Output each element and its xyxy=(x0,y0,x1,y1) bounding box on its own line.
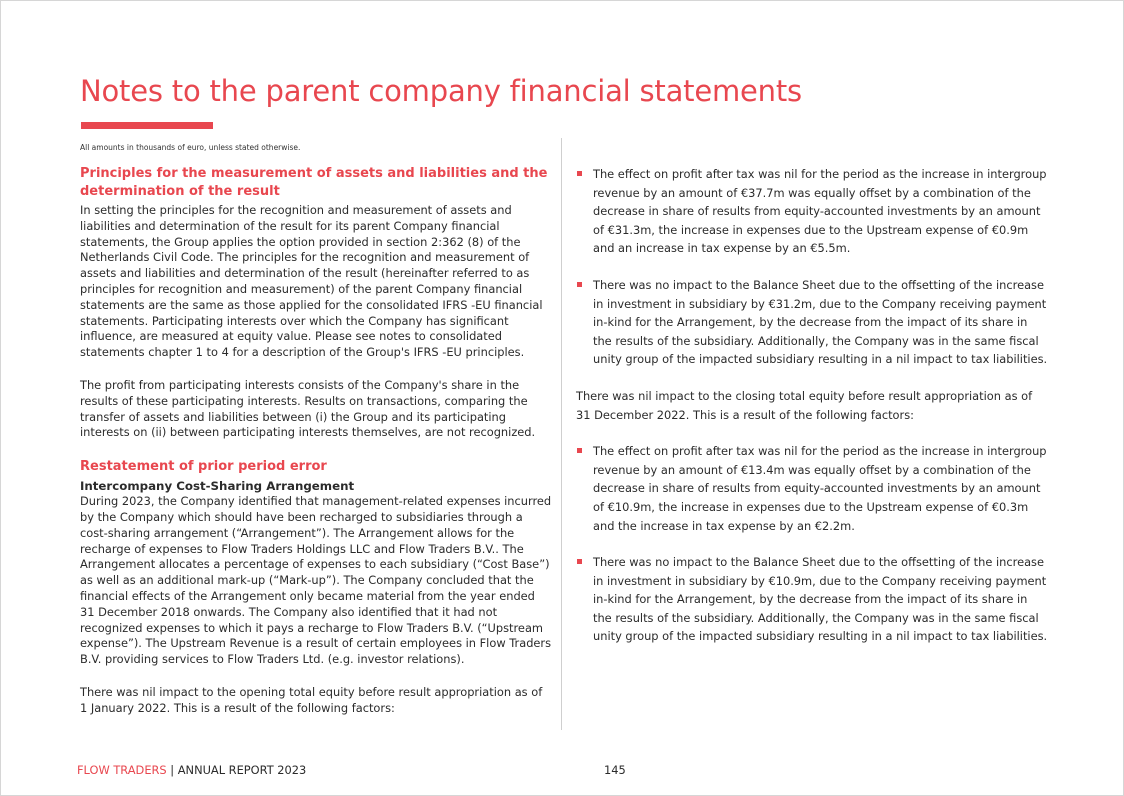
list-item-text: The effect on profit after tax was nil f… xyxy=(593,444,1047,533)
footer-report-title: ANNUAL REPORT 2023 xyxy=(177,763,307,777)
left-column: Principles for the measurement of assets… xyxy=(80,165,552,717)
list-item: There was no impact to the Balance Sheet… xyxy=(576,276,1048,369)
principles-paragraph-2: The profit from participating interests … xyxy=(80,377,536,440)
amounts-note: All amounts in thousands of euro, unless… xyxy=(80,143,301,152)
list-item-text: There was no impact to the Balance Sheet… xyxy=(593,555,1048,644)
list-item-text: There was no impact to the Balance Sheet… xyxy=(593,277,1048,367)
restatement-paragraph-1: During 2023, the Company identified that… xyxy=(80,494,552,667)
square-bullet-icon xyxy=(577,448,582,454)
square-bullet-icon xyxy=(577,281,582,287)
restatement-paragraph-2: There was nil impact to the opening tota… xyxy=(80,684,543,715)
page-number: 145 xyxy=(604,763,626,777)
principles-paragraph-1: In setting the principles for the recogn… xyxy=(80,203,543,360)
square-bullet-icon xyxy=(577,559,582,565)
closing-factors-list: The effect on profit after tax was nil f… xyxy=(576,442,1048,646)
subheading-cost-sharing: Intercompany Cost-Sharing Arrangement xyxy=(80,479,355,494)
list-item: The effect on profit after tax was nil f… xyxy=(576,165,1048,258)
column-divider xyxy=(561,138,562,730)
section-heading-restatement: Restatement of prior period error xyxy=(80,459,327,475)
square-bullet-icon xyxy=(577,171,582,176)
footer-brand-name: FLOW TRADERS xyxy=(77,763,167,777)
footer-separator: | xyxy=(166,763,178,777)
footer-report-label: FLOW TRADERS | ANNUAL REPORT 2023 xyxy=(77,763,306,777)
opening-factors-list: The effect on profit after tax was nil f… xyxy=(576,165,1048,369)
page-title: Notes to the parent company financial st… xyxy=(80,74,802,108)
title-underline-bar xyxy=(81,122,213,129)
list-item: The effect on profit after tax was nil f… xyxy=(576,442,1048,535)
list-item: There was no impact to the Balance Sheet… xyxy=(576,553,1048,646)
section-heading-principles: Principles for the measurement of assets… xyxy=(80,166,548,199)
closing-equity-paragraph: There was nil impact to the closing tota… xyxy=(576,388,1033,422)
right-column: The effect on profit after tax was nil f… xyxy=(576,165,1048,646)
list-item-text: The effect on profit after tax was nil f… xyxy=(593,167,1047,256)
